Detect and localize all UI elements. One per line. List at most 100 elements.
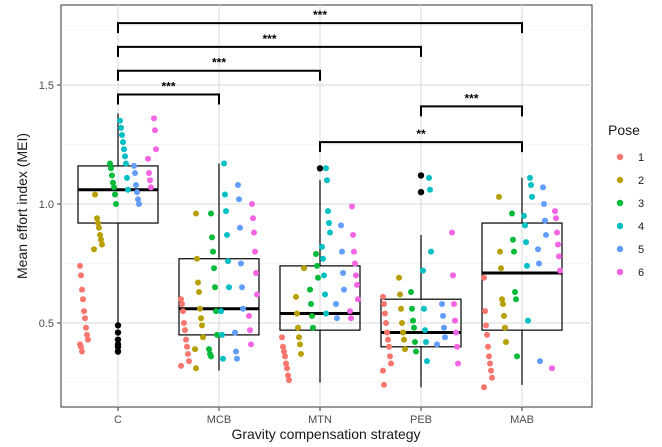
- y-tick-label: 1.0: [39, 199, 54, 211]
- data-point: [399, 320, 405, 326]
- data-point: [488, 367, 494, 374]
- data-point: [536, 260, 542, 267]
- data-point: [524, 262, 530, 269]
- data-point: [136, 201, 142, 207]
- data-point: [232, 329, 238, 336]
- significance-bracket: [420, 105, 523, 117]
- data-point: [541, 201, 547, 207]
- y-tick-label: 0.5: [39, 318, 54, 330]
- data-point: [83, 324, 89, 331]
- data-point: [134, 189, 140, 196]
- data-point: [238, 260, 244, 267]
- legend-key-3: [616, 199, 624, 207]
- data-point: [240, 305, 246, 312]
- data-point: [249, 201, 255, 207]
- significance-bracket: [117, 45, 422, 57]
- data-point: [235, 181, 241, 188]
- legend-key-1: [616, 153, 624, 161]
- data-point: [402, 346, 408, 353]
- data-point: [353, 272, 359, 279]
- data-point: [286, 377, 292, 384]
- data-point: [450, 272, 456, 279]
- data-point: [294, 310, 300, 317]
- x-tick-label: MAB: [510, 414, 534, 426]
- data-point: [523, 239, 529, 246]
- data-point: [110, 179, 116, 186]
- data-point: [220, 355, 226, 362]
- data-point: [308, 300, 314, 307]
- data-point: [148, 184, 154, 191]
- data-point: [82, 315, 88, 322]
- data-point: [498, 265, 504, 272]
- data-point: [301, 265, 307, 272]
- data-point: [193, 365, 199, 372]
- data-point: [196, 289, 202, 296]
- data-point: [451, 300, 457, 307]
- significance-bracket: [117, 93, 220, 105]
- data-point: [323, 310, 329, 317]
- data-point: [341, 286, 347, 293]
- data-point: [180, 308, 186, 315]
- data-point: [455, 360, 461, 367]
- data-point: [557, 267, 563, 274]
- data-point: [97, 231, 103, 238]
- significance-label: ***: [161, 80, 175, 94]
- data-point: [528, 181, 534, 188]
- data-point: [510, 236, 516, 243]
- data-point: [453, 329, 459, 336]
- outlier-point: [417, 172, 425, 179]
- significance-layer: *****************: [117, 8, 523, 153]
- data-point: [313, 250, 319, 257]
- data-point: [223, 208, 229, 215]
- data-point: [350, 231, 356, 238]
- data-point: [146, 170, 152, 177]
- data-point: [512, 289, 518, 296]
- data-point: [224, 231, 230, 238]
- data-point: [198, 315, 204, 322]
- data-point: [248, 341, 254, 348]
- data-point: [552, 208, 558, 215]
- data-point: [333, 300, 339, 307]
- data-point: [84, 331, 90, 338]
- data-point: [549, 365, 555, 372]
- data-point: [543, 231, 549, 238]
- data-point: [555, 241, 561, 248]
- data-point: [221, 160, 227, 167]
- data-point: [499, 296, 505, 303]
- data-point: [107, 160, 113, 167]
- y-tick-label: 1.5: [39, 80, 54, 92]
- data-point: [314, 262, 320, 269]
- data-point: [80, 296, 86, 303]
- data-point: [98, 236, 104, 243]
- data-point: [208, 353, 214, 360]
- data-point: [79, 286, 85, 293]
- data-point: [347, 308, 353, 315]
- data-point: [381, 300, 387, 307]
- data-point: [214, 331, 220, 338]
- significance-label: **: [416, 127, 426, 141]
- data-point: [178, 296, 184, 303]
- data-point: [351, 248, 357, 255]
- data-point: [99, 241, 105, 248]
- data-point: [284, 365, 290, 372]
- legend-label-3: 3: [638, 198, 644, 210]
- data-point: [151, 115, 157, 122]
- data-point: [513, 296, 519, 303]
- data-point: [185, 350, 191, 357]
- data-point: [484, 331, 490, 338]
- data-point: [124, 174, 130, 181]
- data-point: [131, 162, 137, 169]
- data-point: [529, 193, 535, 200]
- data-point: [501, 312, 507, 319]
- data-point: [145, 155, 151, 162]
- data-point: [482, 308, 488, 315]
- data-point: [178, 362, 184, 369]
- data-point: [132, 170, 138, 177]
- legend-label-5: 5: [638, 244, 644, 256]
- data-point: [487, 360, 493, 367]
- data-point: [397, 291, 403, 298]
- data-point: [411, 324, 417, 331]
- data-point: [193, 210, 199, 217]
- points-layer: [77, 115, 563, 391]
- data-point: [428, 248, 434, 255]
